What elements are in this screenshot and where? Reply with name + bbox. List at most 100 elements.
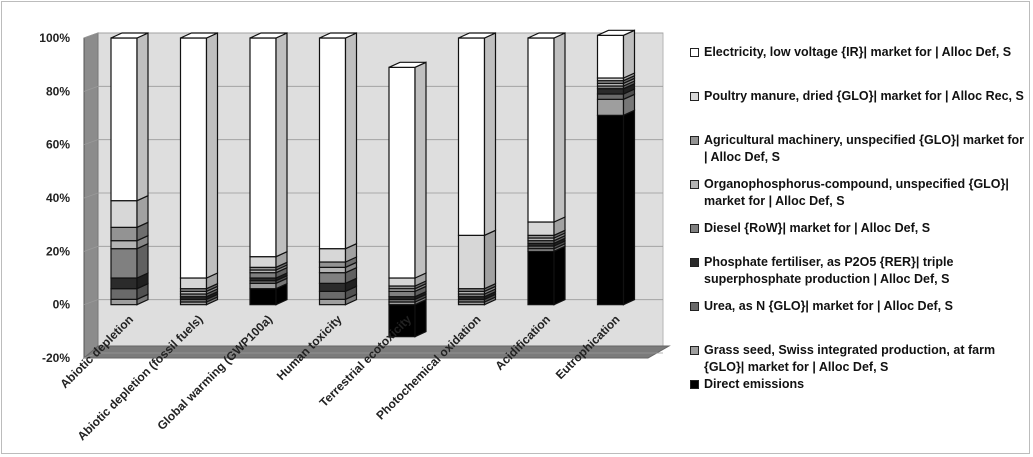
bar xyxy=(596,98,625,116)
legend-item: Electricity, low voltage {IR}| market fo… xyxy=(689,44,1024,61)
bar xyxy=(596,114,625,306)
bar-stack xyxy=(249,32,288,306)
legend-label: Agricultural machinery, unspecified {GLO… xyxy=(704,133,1025,164)
bar-segment xyxy=(457,32,497,237)
bar-side xyxy=(414,61,427,279)
bar xyxy=(179,37,208,279)
legend-label: Direct emissions xyxy=(704,377,805,391)
legend-item: Phosphate fertiliser, as P2O5 {RER}| tri… xyxy=(689,254,1024,288)
legend-swatch xyxy=(690,380,699,389)
bar xyxy=(110,298,138,306)
legend-label: Phosphate fertiliser, as P2O5 {RER}| tri… xyxy=(704,255,954,286)
bar-group xyxy=(110,29,636,338)
bar xyxy=(318,298,347,306)
bar-segment xyxy=(527,245,566,306)
bar xyxy=(110,277,138,290)
plot-area xyxy=(82,32,671,360)
legend-swatch xyxy=(690,48,699,57)
bar xyxy=(249,288,277,306)
bar-segment xyxy=(596,109,636,306)
bar xyxy=(596,93,625,100)
bar xyxy=(318,261,347,268)
bar-side xyxy=(553,245,566,306)
bar-side xyxy=(136,32,149,202)
bar-segment xyxy=(388,61,427,279)
legend-label: Organophosphorus-compound, unspecified {… xyxy=(704,177,1009,208)
bar-segment xyxy=(110,194,149,229)
legend-label: Grass seed, Swiss integrated production,… xyxy=(704,343,996,374)
bar-side xyxy=(622,29,636,79)
bar-top xyxy=(110,32,149,39)
bar xyxy=(249,256,277,268)
bar-side xyxy=(553,32,566,223)
bar-segment xyxy=(249,282,288,306)
legend-item: Organophosphorus-compound, unspecified {… xyxy=(689,176,1024,210)
legend-swatch xyxy=(690,346,699,355)
legend-label: Poultry manure, dried {GLO}| market for … xyxy=(704,89,1024,103)
bar xyxy=(388,277,416,287)
bar xyxy=(179,277,208,290)
bar xyxy=(388,290,416,298)
bar-segment xyxy=(249,272,288,282)
bar-side xyxy=(205,32,219,279)
bar xyxy=(318,290,347,300)
bar xyxy=(110,200,138,228)
bar xyxy=(388,66,416,279)
bar-side xyxy=(622,109,636,306)
bar xyxy=(527,221,555,236)
bar xyxy=(596,34,625,79)
legend-swatch xyxy=(690,258,699,267)
bar-side xyxy=(483,32,497,237)
legend-label: Urea, as N {GLO}| market for | Alloc Def… xyxy=(704,299,953,313)
bar xyxy=(249,272,277,279)
bar xyxy=(318,272,347,284)
bar-segment xyxy=(249,32,288,258)
legend-item: Agricultural machinery, unspecified {GLO… xyxy=(689,132,1024,166)
bar xyxy=(318,266,347,274)
legend-item: Grass seed, Swiss integrated production,… xyxy=(689,342,1024,376)
y-tick-label: -20% xyxy=(42,351,70,365)
bar-segment xyxy=(388,298,427,338)
bar-segment xyxy=(457,293,497,303)
bar xyxy=(596,88,625,95)
bar xyxy=(249,37,277,258)
legend-swatch xyxy=(690,92,699,101)
legend-swatch xyxy=(690,302,699,311)
bar-top xyxy=(180,32,218,39)
legend-item: Poultry manure, dried {GLO}| market for … xyxy=(689,88,1024,105)
bar xyxy=(318,282,347,292)
bar xyxy=(110,288,138,300)
bar-segment xyxy=(179,32,219,279)
legend-swatch xyxy=(690,180,699,189)
bar-stack xyxy=(110,32,149,306)
bar xyxy=(457,37,486,236)
bar-top xyxy=(249,32,288,39)
legend-label: Diesel {RoW}| market for | Alloc Def, S xyxy=(704,221,931,235)
bar xyxy=(527,37,555,223)
legend-item: Diesel {RoW}| market for | Alloc Def, S xyxy=(689,220,1024,237)
bar-segment xyxy=(110,221,149,242)
bar xyxy=(110,240,138,250)
bar-segment xyxy=(596,29,636,79)
bar-stack xyxy=(596,29,636,306)
legend-swatch xyxy=(690,224,699,233)
bar-stack xyxy=(388,61,427,338)
bar-top xyxy=(597,29,635,36)
y-tick-label: 0% xyxy=(53,298,71,312)
bar-stack xyxy=(527,32,566,306)
bar-side xyxy=(344,32,358,250)
legend-swatch xyxy=(690,136,699,145)
bar-side xyxy=(275,32,288,258)
legend-item: Urea, as N {GLO}| market for | Alloc Def… xyxy=(689,298,1024,315)
gridline xyxy=(83,352,663,359)
bar-top xyxy=(388,61,427,68)
bar-stack xyxy=(318,32,358,306)
y-tick-label: 60% xyxy=(46,138,70,152)
bar xyxy=(457,234,486,290)
y-tick-label: 40% xyxy=(46,191,70,205)
y-tick-label: 100% xyxy=(39,31,70,45)
bar xyxy=(527,250,555,306)
bar xyxy=(318,37,347,250)
